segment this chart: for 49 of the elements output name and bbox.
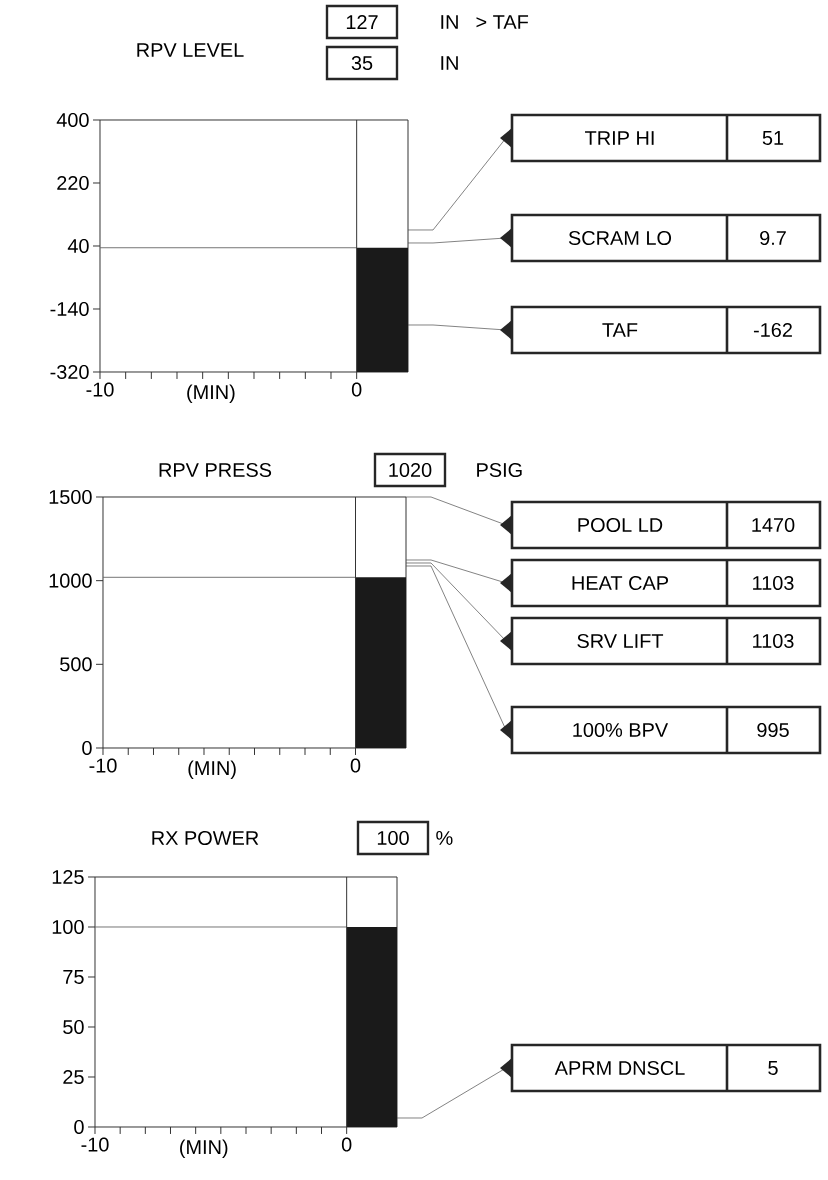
x-tick-label: -10 [81,1137,109,1152]
y-tick-label: -320 [50,364,89,380]
text: > TAF [476,15,529,29]
text: -162 [753,322,792,338]
text: IN [441,56,458,70]
y-tick-label: 0 [74,1119,84,1135]
text: TRIP HI [585,131,654,145]
y-tick-label: 220 [57,175,89,191]
text: 995 [757,722,789,738]
y-tick-label: 400 [56,112,89,128]
y-tick-label: 100 [52,919,84,935]
text: 35 [351,55,373,71]
text: 9.7 [760,230,786,246]
y-tick-label: 25 [63,1069,84,1085]
text: 1020 [389,462,432,478]
text: IN [441,15,458,29]
y-tick-label: 50 [63,1019,84,1035]
y-tick-label: 40 [67,238,89,254]
y-tick-label: 500 [60,657,92,672]
y-tick-label: -140 [50,301,89,317]
text: APRM DNSCL [554,1060,685,1076]
y-tick-label: 125 [52,869,84,885]
y-tick-label: 75 [63,970,84,984]
text: 1470 [752,517,795,533]
text: 127 [346,15,378,29]
text: 1103 [753,575,794,591]
x-axis-title: (MIN) [188,760,236,780]
text: PSIG [477,462,522,478]
chart-title: RX POWER [152,830,259,846]
text: % [436,831,453,845]
chart-title: RPV LEVEL [137,43,244,57]
x-tick-label: -10 [89,758,117,773]
x-tick-label: -10 [86,382,114,397]
text: 100 [377,830,409,846]
text: 1103 [753,633,794,649]
x-axis-title: (MIN) [180,1139,228,1159]
y-tick-label: 1000 [49,573,92,588]
text: SCRAM LO [568,230,672,246]
text: HEAT CAP [572,575,669,591]
text: 100% BPV [573,722,669,738]
y-tick-label: 0 [82,740,92,756]
x-axis-title: (MIN) [187,384,235,404]
y-tick-label: 1500 [49,489,92,505]
text: 51 [762,131,784,145]
text: 5 [768,1061,778,1075]
text: POOL LD [578,517,663,533]
text: TAF [602,323,638,337]
text: SRV LIFT [577,633,664,649]
chart-title: RPV PRESS [159,462,272,478]
